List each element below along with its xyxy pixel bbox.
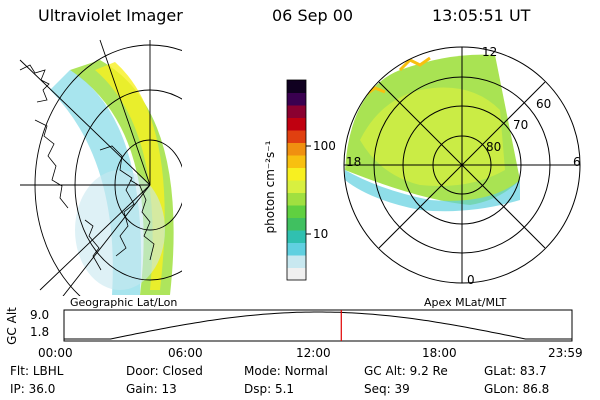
status-gc-alt: GC Alt: 9.2 Re [364,364,448,378]
timeline-x-tick-0600: 06:00 [168,346,203,360]
colorbar [286,79,311,281]
timeline-x-tick-1800: 18:00 [422,346,457,360]
geographic-image [19,39,182,296]
apex-caption: Apex MLat/MLT [424,296,507,309]
timeline-x-tick-2359: 23:59 [548,346,583,360]
geographic-caption: Geographic Lat/Lon [70,296,178,309]
mlat-label-60: 60 [536,97,552,111]
colorbar-segment [287,180,306,193]
status-door: Door: Closed [126,364,203,378]
status-seq: Seq: 39 [364,382,410,396]
apex-polar-plot [343,46,581,284]
colorbar-segment [287,142,306,156]
colorbar-segment [287,105,306,118]
status-ip: IP: 36.0 [10,382,56,396]
status-gain: Gain: 13 [126,382,177,396]
colorbar-segment [287,230,306,243]
time-label: 13:05:51 UT [432,6,531,25]
mlt-label-18: 18 [346,155,362,169]
mlat-label-80: 80 [486,140,502,154]
colorbar-segment [287,267,306,281]
instrument-title: Ultraviolet Imager [38,6,183,25]
status-glon: GLon: 86.8 [484,382,550,396]
colorbar-tick-10: 10 [313,227,329,241]
colorbar-segment [287,192,306,206]
colorbar-segment [287,205,306,218]
timeline-x-tick-0000: 00:00 [38,346,73,360]
timeline-x-tick-1200: 12:00 [296,346,331,360]
colorbar-title: photon cm⁻²s⁻¹ [263,140,277,234]
colorbar-segment [287,117,306,131]
status-filter: Flt: LBHL [10,364,64,378]
colorbar-segment [287,155,306,168]
date-label: 06 Sep 00 [272,6,354,25]
timeline-y-tick-high: 9.0 [30,308,50,322]
colorbar-segment [287,80,306,93]
colorbar-tick-100: 100 [313,139,336,153]
mlt-label-0: 0 [467,273,475,287]
mlat-label-70: 70 [513,118,529,132]
altitude-timeline [63,309,573,342]
timeline-y-tick-low: 1.8 [30,325,50,339]
timeline-axis-label: GC Alt [5,307,19,345]
status-glat: GLat: 83.7 [484,364,547,378]
status-dsp: Dsp: 5.1 [244,382,295,396]
mlt-label-6: 6 [573,155,581,169]
colorbar-segment [287,167,306,181]
status-mode: Mode: Normal [244,364,328,378]
colorbar-segment [287,242,306,256]
colorbar-segment [287,130,306,143]
colorbar-segment [287,92,306,106]
mlt-label-12: 12 [482,45,498,59]
colorbar-segment [287,255,306,268]
colorbar-segment [287,217,306,231]
